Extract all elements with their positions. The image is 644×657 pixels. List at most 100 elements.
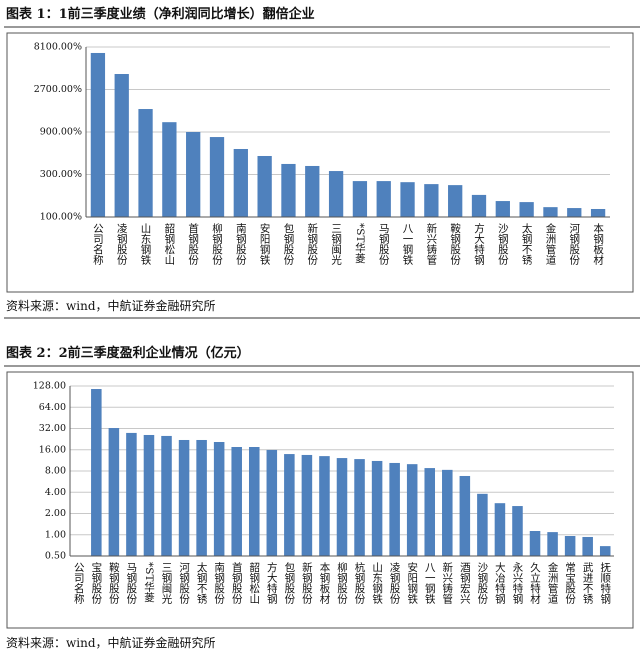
x-tick-label: 河钢股份	[178, 562, 190, 605]
x-tick-label: 河钢股份	[568, 223, 580, 266]
y-tick-label: 2.00	[45, 508, 66, 519]
x-tick-label: 方大特钢	[473, 222, 485, 266]
bar	[459, 475, 471, 556]
bar	[582, 536, 593, 556]
x-tick-label: 太钢不锈	[196, 561, 208, 605]
x-tick-label: 酒钢宏兴	[459, 561, 471, 605]
bar	[248, 447, 260, 556]
x-tick-label: 沙钢股份	[476, 562, 488, 605]
bar	[564, 536, 576, 556]
x-tick-label: 太钢不锈	[521, 222, 533, 266]
x-tick-label: 马钢股份	[125, 562, 137, 605]
x-tick-label: *ST华菱	[354, 223, 366, 263]
x-tick-label: 韶钢松山	[248, 561, 260, 604]
x-tick-label: 公司名称	[92, 223, 104, 266]
source: 资料来源：wind，中航证券金融研究所	[6, 298, 216, 313]
bar	[91, 389, 102, 556]
y-tick-label: 4.00	[45, 487, 66, 498]
x-tick-label: 马钢股份	[378, 223, 390, 266]
bar	[471, 194, 487, 217]
source: 资料来源：wind，中航证券金融研究所	[6, 635, 216, 650]
x-tick-label: 抚顺特钢	[599, 562, 611, 605]
bar	[371, 460, 383, 556]
x-tick-label: 方大特钢	[266, 561, 278, 605]
x-tick-label: 包钢股份	[282, 222, 294, 266]
bar	[389, 462, 400, 556]
x-tick-label: 三钢闽光	[161, 562, 173, 605]
x-tick-label: 常宝股份	[564, 561, 576, 605]
bar	[599, 546, 611, 556]
chart-title: 图表 1：1前三季度业绩（净利润同比增长）翻倍企业	[6, 6, 315, 22]
bar	[512, 506, 523, 556]
x-tick-label: 安阳钢铁	[259, 222, 271, 266]
x-tick-label: 安阳钢铁	[406, 561, 418, 605]
bar	[90, 52, 106, 218]
x-tick-label: 山东钢铁	[371, 562, 383, 605]
x-tick-label: 柳钢股份	[211, 222, 223, 266]
bar	[114, 74, 129, 217]
bar	[196, 439, 207, 556]
bar	[213, 442, 225, 556]
bar	[495, 201, 510, 217]
bar	[178, 439, 190, 556]
x-tick-label: 大冶特钢	[494, 561, 506, 605]
bar	[442, 469, 453, 556]
y-tick-label: 0.50	[45, 551, 66, 562]
bar	[494, 503, 506, 556]
x-tick-label: 宝钢股份	[90, 561, 102, 605]
x-tick-label: 本钢板材	[318, 561, 330, 604]
y-tick-label: 128.00	[33, 381, 66, 392]
x-tick-label: 公司名称	[73, 562, 85, 605]
x-tick-label: 柳钢股份	[336, 561, 348, 605]
bar	[328, 171, 344, 217]
bar	[529, 531, 541, 556]
x-tick-label: 武进不锈	[582, 561, 594, 605]
chart-title: 图表 2：2前三季度盈利企业情况（亿元）	[6, 345, 250, 361]
bar	[162, 122, 177, 217]
bar	[519, 202, 534, 217]
x-tick-label: 新钢股份	[301, 561, 313, 605]
bar	[284, 454, 295, 556]
y-tick-label: 1.00	[45, 529, 66, 540]
bar	[138, 109, 153, 217]
bar	[231, 447, 242, 556]
x-tick-label: 凌钢股份	[389, 561, 401, 605]
y-tick-label: 300.00%	[40, 169, 82, 180]
bar	[233, 148, 248, 217]
x-tick-label: *ST华菱	[143, 562, 155, 602]
x-tick-label: 鞍钢股份	[449, 222, 461, 266]
x-tick-label: 南钢股份	[235, 222, 247, 266]
x-tick-label: 八一钢铁	[424, 562, 436, 605]
bar	[301, 454, 313, 556]
x-tick-label: 久立特材	[529, 562, 541, 604]
bar	[376, 181, 391, 217]
bar	[257, 155, 272, 217]
bar	[305, 165, 320, 217]
x-tick-label: 鞍钢股份	[108, 561, 120, 605]
y-tick-label: 8.00	[45, 466, 66, 477]
chart-frame	[6, 32, 634, 293]
y-tick-label: 8100.00%	[34, 42, 82, 53]
bar	[543, 207, 558, 217]
x-tick-label: 首钢股份	[231, 561, 243, 605]
x-tick-label: 山东钢铁	[140, 223, 152, 266]
bar	[424, 468, 436, 556]
bar	[186, 132, 201, 217]
x-tick-label: 永兴特钢	[511, 561, 523, 605]
bar	[354, 459, 365, 556]
y-tick-label: 2700.00%	[34, 84, 82, 95]
x-tick-label: 南钢股份	[213, 561, 225, 605]
x-tick-label: 新钢股份	[306, 222, 318, 266]
x-tick-label: 凌钢股份	[116, 222, 128, 266]
x-tick-label: 包钢股份	[283, 561, 295, 605]
bar	[477, 493, 488, 556]
y-tick-label: 900.00%	[40, 127, 82, 138]
bar	[336, 458, 348, 556]
bar	[400, 182, 415, 217]
x-tick-label: 沙钢股份	[497, 223, 509, 266]
chart-frame	[6, 371, 634, 629]
bar	[143, 434, 155, 556]
x-tick-label: 首钢股份	[187, 222, 199, 266]
bar	[424, 184, 439, 217]
